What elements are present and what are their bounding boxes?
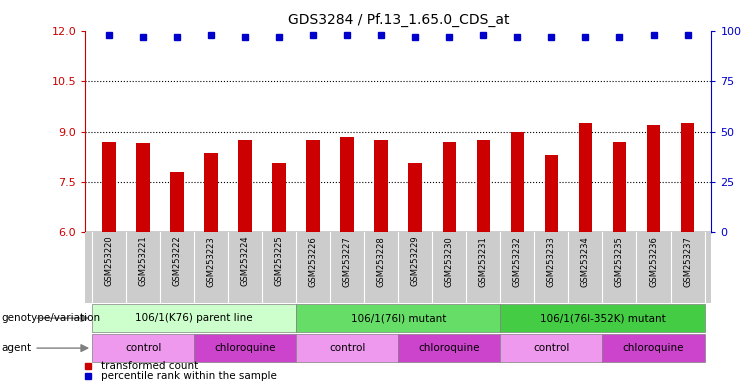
- Bar: [239, 140, 252, 232]
- Text: GSM253237: GSM253237: [683, 236, 692, 287]
- Bar: [136, 143, 150, 232]
- Bar: [340, 137, 354, 232]
- Text: GSM253224: GSM253224: [241, 236, 250, 286]
- Text: chloroquine: chloroquine: [419, 343, 480, 353]
- Text: 106/1(76I) mutant: 106/1(76I) mutant: [350, 313, 446, 323]
- Text: GSM253235: GSM253235: [615, 236, 624, 286]
- Bar: [476, 140, 490, 232]
- Title: GDS3284 / Pf.13_1.65.0_CDS_at: GDS3284 / Pf.13_1.65.0_CDS_at: [288, 13, 509, 27]
- Text: transformed count: transformed count: [101, 361, 198, 371]
- Text: chloroquine: chloroquine: [622, 343, 684, 353]
- Bar: [613, 142, 626, 232]
- Text: GSM253222: GSM253222: [173, 236, 182, 286]
- Bar: [399, 334, 500, 362]
- Text: GSM253228: GSM253228: [376, 236, 386, 286]
- Bar: [307, 140, 320, 232]
- Text: GSM253231: GSM253231: [479, 236, 488, 286]
- Text: GSM253232: GSM253232: [513, 236, 522, 286]
- Text: GSM253236: GSM253236: [649, 236, 658, 287]
- Bar: [511, 131, 524, 232]
- Bar: [545, 155, 558, 232]
- Text: GSM253230: GSM253230: [445, 236, 453, 286]
- Text: 106/1(K76) parent line: 106/1(K76) parent line: [136, 313, 253, 323]
- Text: GSM253227: GSM253227: [343, 236, 352, 286]
- Text: GSM253234: GSM253234: [581, 236, 590, 286]
- Text: genotype/variation: genotype/variation: [1, 313, 101, 323]
- Text: control: control: [125, 343, 162, 353]
- Bar: [102, 142, 116, 232]
- Bar: [442, 142, 456, 232]
- Bar: [273, 164, 286, 232]
- Bar: [170, 172, 184, 232]
- Bar: [374, 140, 388, 232]
- Bar: [602, 334, 705, 362]
- Text: percentile rank within the sample: percentile rank within the sample: [101, 371, 276, 381]
- Text: GSM253223: GSM253223: [207, 236, 216, 286]
- Text: GSM253233: GSM253233: [547, 236, 556, 287]
- Bar: [205, 153, 218, 232]
- Text: GSM253226: GSM253226: [309, 236, 318, 286]
- Text: 106/1(76I-352K) mutant: 106/1(76I-352K) mutant: [539, 313, 665, 323]
- Bar: [681, 123, 694, 232]
- Text: agent: agent: [1, 343, 32, 353]
- Bar: [92, 334, 194, 362]
- Bar: [194, 334, 296, 362]
- Text: chloroquine: chloroquine: [214, 343, 276, 353]
- Text: control: control: [329, 343, 365, 353]
- Bar: [296, 304, 500, 332]
- Text: GSM253229: GSM253229: [411, 236, 420, 286]
- Bar: [296, 334, 399, 362]
- Text: control: control: [534, 343, 570, 353]
- Bar: [647, 125, 660, 232]
- Bar: [92, 304, 296, 332]
- Text: GSM253221: GSM253221: [139, 236, 147, 286]
- Text: GSM253220: GSM253220: [104, 236, 113, 286]
- Bar: [408, 164, 422, 232]
- Bar: [500, 304, 705, 332]
- Bar: [500, 334, 602, 362]
- Text: GSM253225: GSM253225: [275, 236, 284, 286]
- Bar: [579, 123, 592, 232]
